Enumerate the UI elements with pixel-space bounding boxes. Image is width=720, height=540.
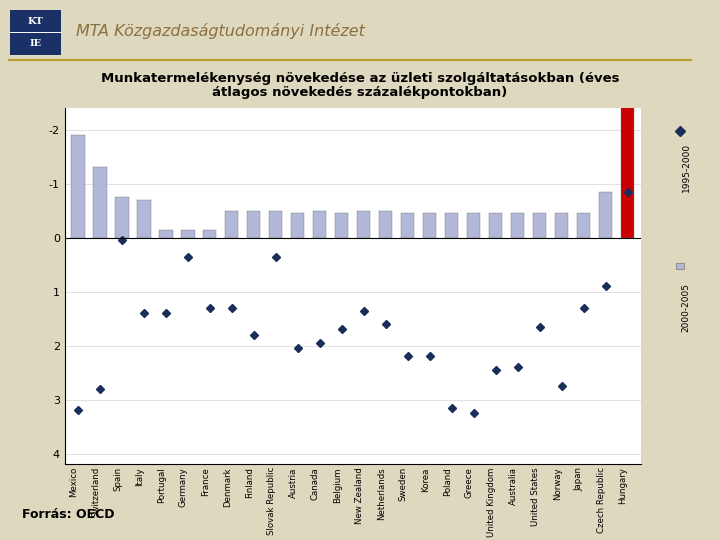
Text: IE: IE: [30, 38, 42, 48]
Bar: [115, 197, 129, 238]
Bar: [71, 135, 84, 238]
Bar: [621, 43, 634, 238]
Bar: [423, 213, 436, 238]
Text: 1995-2000: 1995-2000: [682, 143, 690, 192]
Bar: [676, 262, 685, 269]
Bar: [357, 211, 370, 238]
Bar: [401, 213, 414, 238]
Text: KT: KT: [28, 17, 43, 26]
Bar: [313, 211, 326, 238]
Bar: [489, 213, 503, 238]
Bar: [445, 213, 459, 238]
Bar: [533, 213, 546, 238]
Text: Munkatermelékenység növekedése az üzleti szolgáltatásokban (éves: Munkatermelékenység növekedése az üzleti…: [101, 72, 619, 85]
Bar: [247, 211, 261, 238]
Text: átlagos növekedés százalékpontokban): átlagos növekedés százalékpontokban): [212, 86, 508, 99]
Bar: [599, 192, 612, 238]
Bar: [225, 211, 238, 238]
Bar: [269, 211, 282, 238]
Bar: [555, 213, 568, 238]
Bar: [292, 213, 305, 238]
Bar: [159, 230, 173, 238]
Bar: [336, 213, 348, 238]
Bar: [511, 213, 524, 238]
Bar: [379, 211, 392, 238]
Bar: [577, 213, 590, 238]
Bar: [94, 167, 107, 238]
Bar: [138, 200, 150, 238]
Bar: [181, 230, 194, 238]
Bar: [203, 230, 217, 238]
Bar: [467, 213, 480, 238]
Text: MTA Közgazdaságtudományi Intézet: MTA Közgazdaságtudományi Intézet: [76, 23, 364, 39]
Text: Forrás: OECD: Forrás: OECD: [22, 508, 114, 522]
Text: 2000-2005: 2000-2005: [682, 284, 690, 332]
